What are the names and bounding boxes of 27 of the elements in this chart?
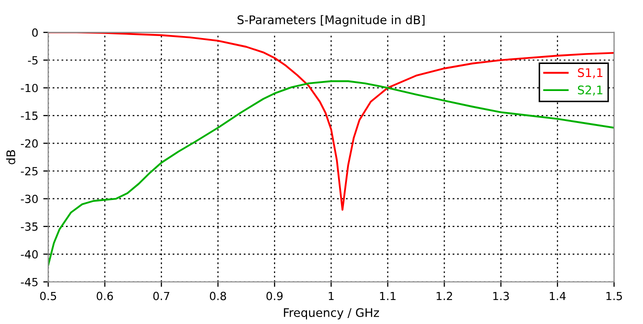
y-tick-label: 0 [32,28,38,37]
x-tick-label: 0.8 [210,292,226,300]
y-axis-title: dB [6,150,16,164]
y-tick-label: -20 [20,139,38,148]
x-tick-label: 0.5 [40,292,56,300]
x-tick-label: 1 [328,292,334,300]
y-tick-label: -10 [20,84,38,92]
x-tick-label: 1.4 [550,292,566,300]
line-series [48,80,614,266]
x-axis-title: Frequency / GHz [284,308,379,320]
y-tick-label: -30 [20,194,38,204]
y-tick-label: -5 [28,56,38,64]
x-tick-label: 0.7 [153,292,170,300]
chart-title: S-Parameters [Magnitude in dB] [238,15,424,27]
y-tick-label: -15 [20,112,38,120]
y-tick-label: -35 [20,222,38,231]
y-tick-label: -45 [20,278,38,286]
y-tick-label: -25 [20,166,38,176]
x-tick-label: 1.2 [436,292,452,300]
legend-label: S2,1 [578,86,602,96]
x-tick-label: 0.6 [96,292,113,300]
x-tick-label: 1.3 [493,292,509,300]
x-tick-label: 1.1 [380,292,396,300]
legend-label: S1,1 [578,68,602,78]
x-tick-label: 1.5 [606,292,622,300]
y-tick-label: -40 [20,250,38,259]
x-tick-label: 0.9 [266,292,283,300]
